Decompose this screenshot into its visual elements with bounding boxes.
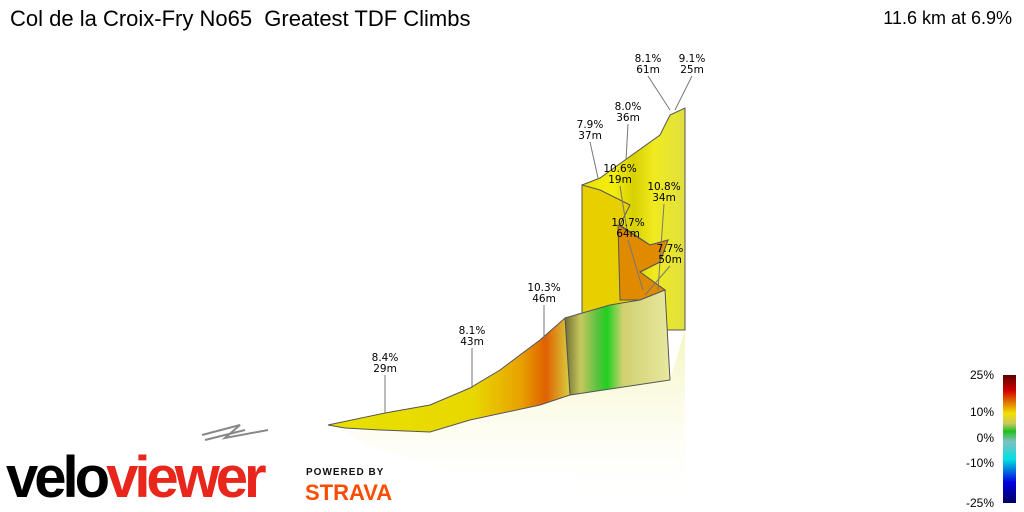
annotation-leader (619, 185, 628, 231)
annotation-length: 19m (608, 174, 632, 186)
scale-tick: -25% (965, 496, 994, 510)
annotation-length: 61m (636, 64, 660, 76)
profile-front-wall (564, 289, 671, 396)
powered-by-label: POWERED BY (306, 467, 385, 478)
scale-tick: 0% (976, 431, 994, 445)
veloviewer-logo[interactable]: veloviewer (6, 445, 267, 510)
annotation-grade: 10.3% (527, 282, 560, 294)
annotation-length: 50m (658, 254, 682, 266)
annotation-leader (627, 239, 644, 291)
annotation-length: 25m (680, 64, 704, 76)
annotations: 8.4%29m8.1%43m10.3%46m7.9%37m8.0%36m10.6… (372, 53, 706, 413)
profile-fold-orange (617, 224, 669, 301)
profile-reflection (340, 330, 685, 512)
annotation-grade: 7.9% (577, 119, 604, 131)
annotation-grade: 7.7% (657, 243, 684, 255)
annotation-grade: 10.8% (647, 181, 680, 193)
annotation-leader (644, 265, 671, 296)
scale-tick: 10% (969, 405, 994, 419)
scale-tick: -10% (965, 456, 994, 470)
annotation-grade: 10.6% (603, 163, 636, 175)
page-title: Col de la Croix-Fry No65 Greatest TDF Cl… (10, 6, 471, 31)
annotation-grade: 8.0% (615, 101, 642, 113)
climb-summary: 11.6 km at 6.9% (883, 8, 1012, 28)
scale-tick: 25% (969, 368, 994, 382)
annotation-leader (657, 203, 665, 291)
strava-logo[interactable]: STRAVA (305, 480, 393, 505)
annotation-length: 64m (616, 228, 640, 240)
gradient-color-scale (1003, 375, 1016, 503)
annotation-grade: 8.1% (459, 325, 486, 337)
annotation-length: 34m (652, 192, 676, 204)
annotation-grade: 8.4% (372, 352, 399, 364)
annotation-grade: 9.1% (679, 53, 706, 65)
annotation-grade: 8.1% (635, 53, 662, 65)
annotation-grade: 10.7% (611, 217, 644, 229)
annotation-leader (647, 75, 671, 111)
annotation-length: 29m (373, 363, 397, 375)
annotation-leader (625, 123, 629, 161)
annotation-leader (674, 75, 693, 111)
direction-arrows-icon (201, 424, 269, 441)
annotation-length: 43m (460, 336, 484, 348)
profile-ramp (327, 316, 571, 433)
annotation-leader (589, 141, 599, 179)
annotation-length: 37m (578, 130, 602, 142)
annotation-length: 46m (532, 293, 556, 305)
annotation-length: 36m (616, 112, 640, 124)
